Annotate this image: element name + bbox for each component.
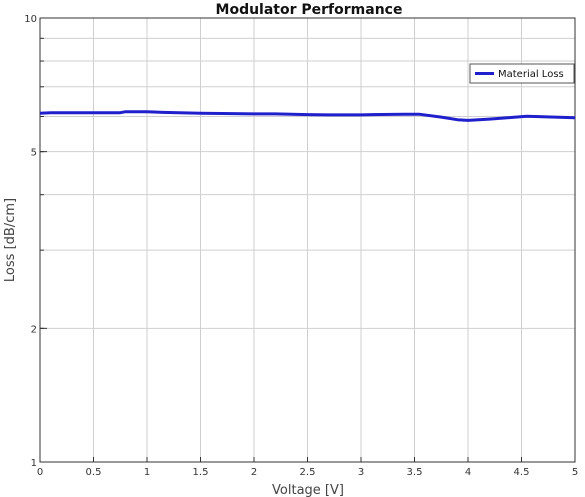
x-tick-label: 1.5 [193, 467, 209, 478]
series-layer [39, 110, 576, 122]
y-axis-label: Loss [dB/cm] [3, 198, 18, 282]
chart-title: Modulator Performance [216, 2, 403, 18]
x-tick-label: 5 [572, 467, 578, 478]
x-tick-label: 2.5 [300, 467, 316, 478]
x-tick-label: 4.5 [514, 467, 530, 478]
y-tick-label: 2 [31, 324, 37, 335]
axis-ticks: 0 0.5 1 1.5 2 2.5 3 3.5 4 4.5 5 1 2 5 10 [24, 14, 578, 478]
x-tick-label: 3 [358, 467, 364, 478]
legend-label-material-loss: Material Loss [498, 69, 564, 80]
legend: Material Loss [469, 63, 575, 84]
legend-box [469, 63, 575, 84]
y-tick-label: 10 [24, 14, 37, 25]
y-tick-label: 5 [31, 148, 37, 159]
x-tick-label: 0 [37, 467, 43, 478]
y-tick-label: 1 [31, 458, 37, 469]
x-tick-label: 1 [144, 467, 150, 478]
x-tick-label: 3.5 [407, 467, 423, 478]
x-tick-label: 0.5 [86, 467, 102, 478]
x-tick-label: 4 [465, 467, 471, 478]
x-tick-label: 2 [251, 467, 257, 478]
x-axis-label: Voltage [V] [272, 483, 344, 497]
series-line-material-loss [39, 110, 576, 122]
